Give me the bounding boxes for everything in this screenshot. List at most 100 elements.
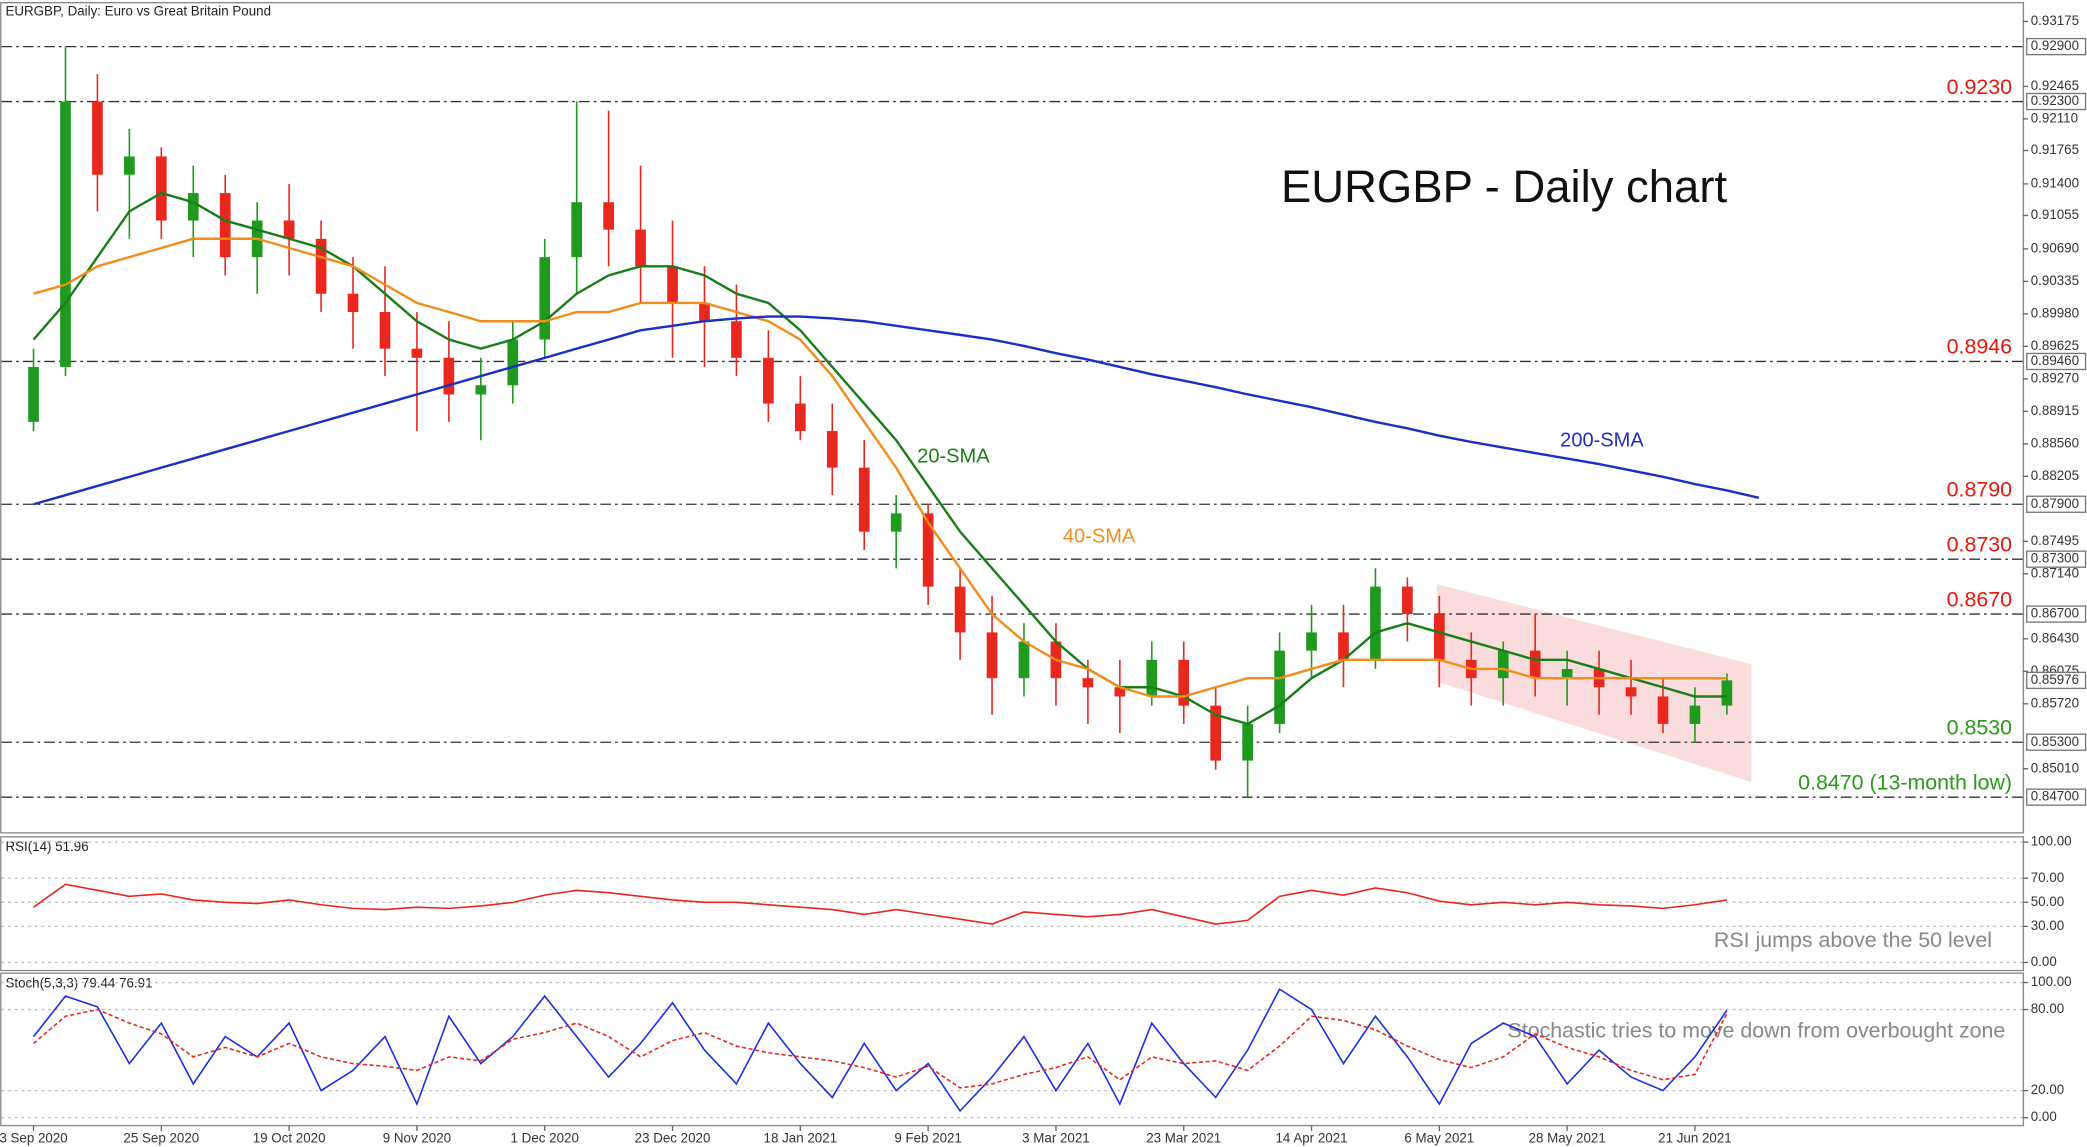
y-tick-label: 100.00 [2031, 974, 2072, 989]
candle-body [954, 586, 966, 633]
series-line [33, 883, 1728, 925]
level-annotation: 0.8790 [1947, 478, 2012, 502]
level-annotation: 0.8730 [1947, 532, 2012, 556]
last-price-box [2026, 671, 2087, 690]
candle-body [1721, 680, 1733, 706]
candle-body [60, 101, 71, 367]
candle-body [155, 156, 167, 221]
y-tick-label: 0.88205 [2031, 468, 2079, 483]
y-tick-label: 0.85010 [2031, 760, 2079, 775]
candle-body [219, 193, 231, 258]
level-box-label: 0.87300 [2031, 551, 2079, 566]
y-tick-label: 0.92465 [2031, 78, 2079, 93]
x-tick-label: 19 Oct 2020 [253, 1131, 326, 1146]
candle-body [1274, 650, 1285, 724]
y-tick-label: 0.88560 [2031, 435, 2079, 450]
candle-body [986, 632, 998, 679]
last-price-label: 0.85976 [2031, 672, 2079, 687]
candle-body [1497, 650, 1509, 679]
level-box-label: 0.85300 [2031, 734, 2079, 749]
candle-body [731, 321, 742, 358]
level-box [2026, 788, 2087, 806]
y-tick-label: 100.00 [2031, 834, 2072, 849]
candle-body [763, 357, 774, 404]
rsi-title: RSI(14) 51.96 [5, 839, 88, 854]
x-tick-label: 23 Dec 2020 [635, 1131, 711, 1146]
stoch-annotation: Stochastic tries to move down from overb… [1508, 1019, 2006, 1043]
candle-body [283, 220, 295, 239]
series-line [33, 237, 1727, 698]
x-tick-label: 21 Jun 2021 [1658, 1131, 1732, 1146]
stoch-panel [0, 972, 2025, 1127]
main-panel [0, 2, 2025, 834]
candle-body [347, 293, 359, 313]
level-annotation: 0.8946 [1947, 335, 2012, 359]
candle-body [1402, 586, 1413, 615]
candle-body [699, 302, 710, 322]
y-tick-label: 0.00 [2031, 954, 2057, 969]
level-box-label: 0.84700 [2031, 789, 2079, 804]
y-tick-label: 0.87140 [2031, 565, 2079, 580]
y-tick-label: 0.00 [2031, 1109, 2057, 1124]
candle-body [1657, 696, 1669, 724]
rsi-annotation: RSI jumps above the 50 level [1714, 928, 1992, 952]
y-tick-label: 0.89270 [2031, 370, 2079, 385]
candle-body [1689, 705, 1701, 724]
candle-body [411, 348, 423, 358]
series-line [33, 315, 1760, 506]
candle-body [571, 202, 583, 258]
candle-body [1178, 659, 1190, 706]
candle-body [315, 238, 327, 294]
series-label: 20-SMA [917, 445, 990, 467]
candle-body [1210, 705, 1222, 761]
candle-body [28, 366, 39, 422]
x-tick-label: 14 Apr 2021 [1276, 1131, 1348, 1146]
x-tick-label: 18 Jan 2021 [764, 1131, 838, 1146]
y-tick-label: 0.91400 [2031, 175, 2079, 190]
candle-body [92, 101, 103, 175]
y-tick-label: 0.85720 [2031, 695, 2079, 710]
y-tick-label: 0.90335 [2031, 273, 2079, 288]
candle-body [1018, 641, 1030, 679]
level-box [2026, 550, 2087, 568]
level-box-label: 0.92900 [2031, 38, 2079, 53]
candle-body [1338, 632, 1349, 660]
level-box-label: 0.89460 [2031, 353, 2079, 368]
series-label: 40-SMA [1063, 526, 1136, 548]
level-box [2026, 605, 2087, 623]
candle-body [667, 266, 678, 303]
candle-body [1146, 659, 1158, 697]
y-tick-label: 0.93175 [2031, 13, 2079, 28]
level-annotation: 0.8670 [1947, 587, 2012, 611]
y-tick-label: 0.90690 [2031, 240, 2079, 255]
candle-body [635, 229, 646, 267]
candle-body [1433, 614, 1445, 660]
y-tick-label: 80.00 [2031, 1001, 2064, 1016]
candle-body [507, 339, 519, 386]
x-tick-label: 6 May 2021 [1404, 1131, 1474, 1146]
level-annotation: 0.8530 [1947, 716, 2012, 740]
level-annotation: 0.9230 [1947, 75, 2012, 99]
series-line [33, 1008, 1728, 1089]
level-box [2026, 352, 2087, 371]
rsi-panel [0, 836, 2025, 972]
y-tick-label: 0.89980 [2031, 305, 2079, 320]
candle-body [603, 202, 614, 230]
level-annotation: 0.8470 (13-month low) [1798, 770, 2012, 794]
level-box [2026, 92, 2087, 111]
y-tick-label: 0.87495 [2031, 533, 2079, 548]
series-line [32, 191, 1727, 726]
y-tick-label: 0.89625 [2031, 338, 2079, 353]
y-tick-label: 0.86430 [2031, 630, 2079, 645]
candle-body [922, 513, 934, 587]
level-box-label: 0.87900 [2031, 496, 2079, 511]
y-tick-label: 0.88915 [2031, 403, 2079, 418]
level-box-label: 0.92300 [2031, 93, 2079, 108]
stoch-title: Stoch(5,3,3) 79.44 76.91 [5, 975, 152, 990]
level-box-label: 0.86700 [2031, 606, 2079, 621]
candle-body [794, 403, 806, 432]
x-tick-label: 23 Mar 2021 [1146, 1131, 1221, 1146]
